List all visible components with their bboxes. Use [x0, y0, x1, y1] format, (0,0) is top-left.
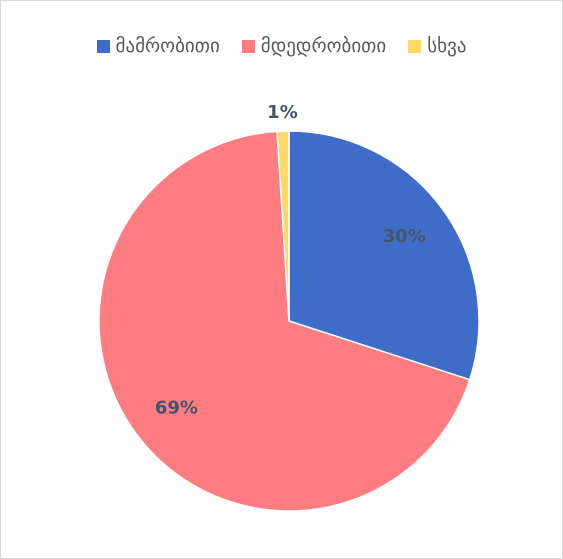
data-label: 30%	[383, 226, 426, 247]
legend: მამრობითი მდედრობითი სხვა	[1, 35, 562, 57]
pie-slice	[288, 130, 480, 381]
legend-swatch	[96, 39, 110, 53]
legend-swatch	[241, 39, 255, 53]
data-label: 1%	[267, 102, 298, 123]
legend-label: მდედრობითი	[260, 35, 387, 57]
legend-item: მდედრობითი	[241, 35, 387, 57]
data-label: 69%	[155, 397, 198, 418]
legend-item: მამრობითი	[96, 35, 220, 57]
legend-swatch	[408, 39, 422, 53]
legend-item: სხვა	[408, 35, 466, 57]
legend-label: სხვა	[427, 35, 467, 57]
legend-label: მამრობითი	[115, 35, 220, 57]
pie-slice	[98, 130, 471, 512]
pie-slice	[276, 130, 290, 322]
